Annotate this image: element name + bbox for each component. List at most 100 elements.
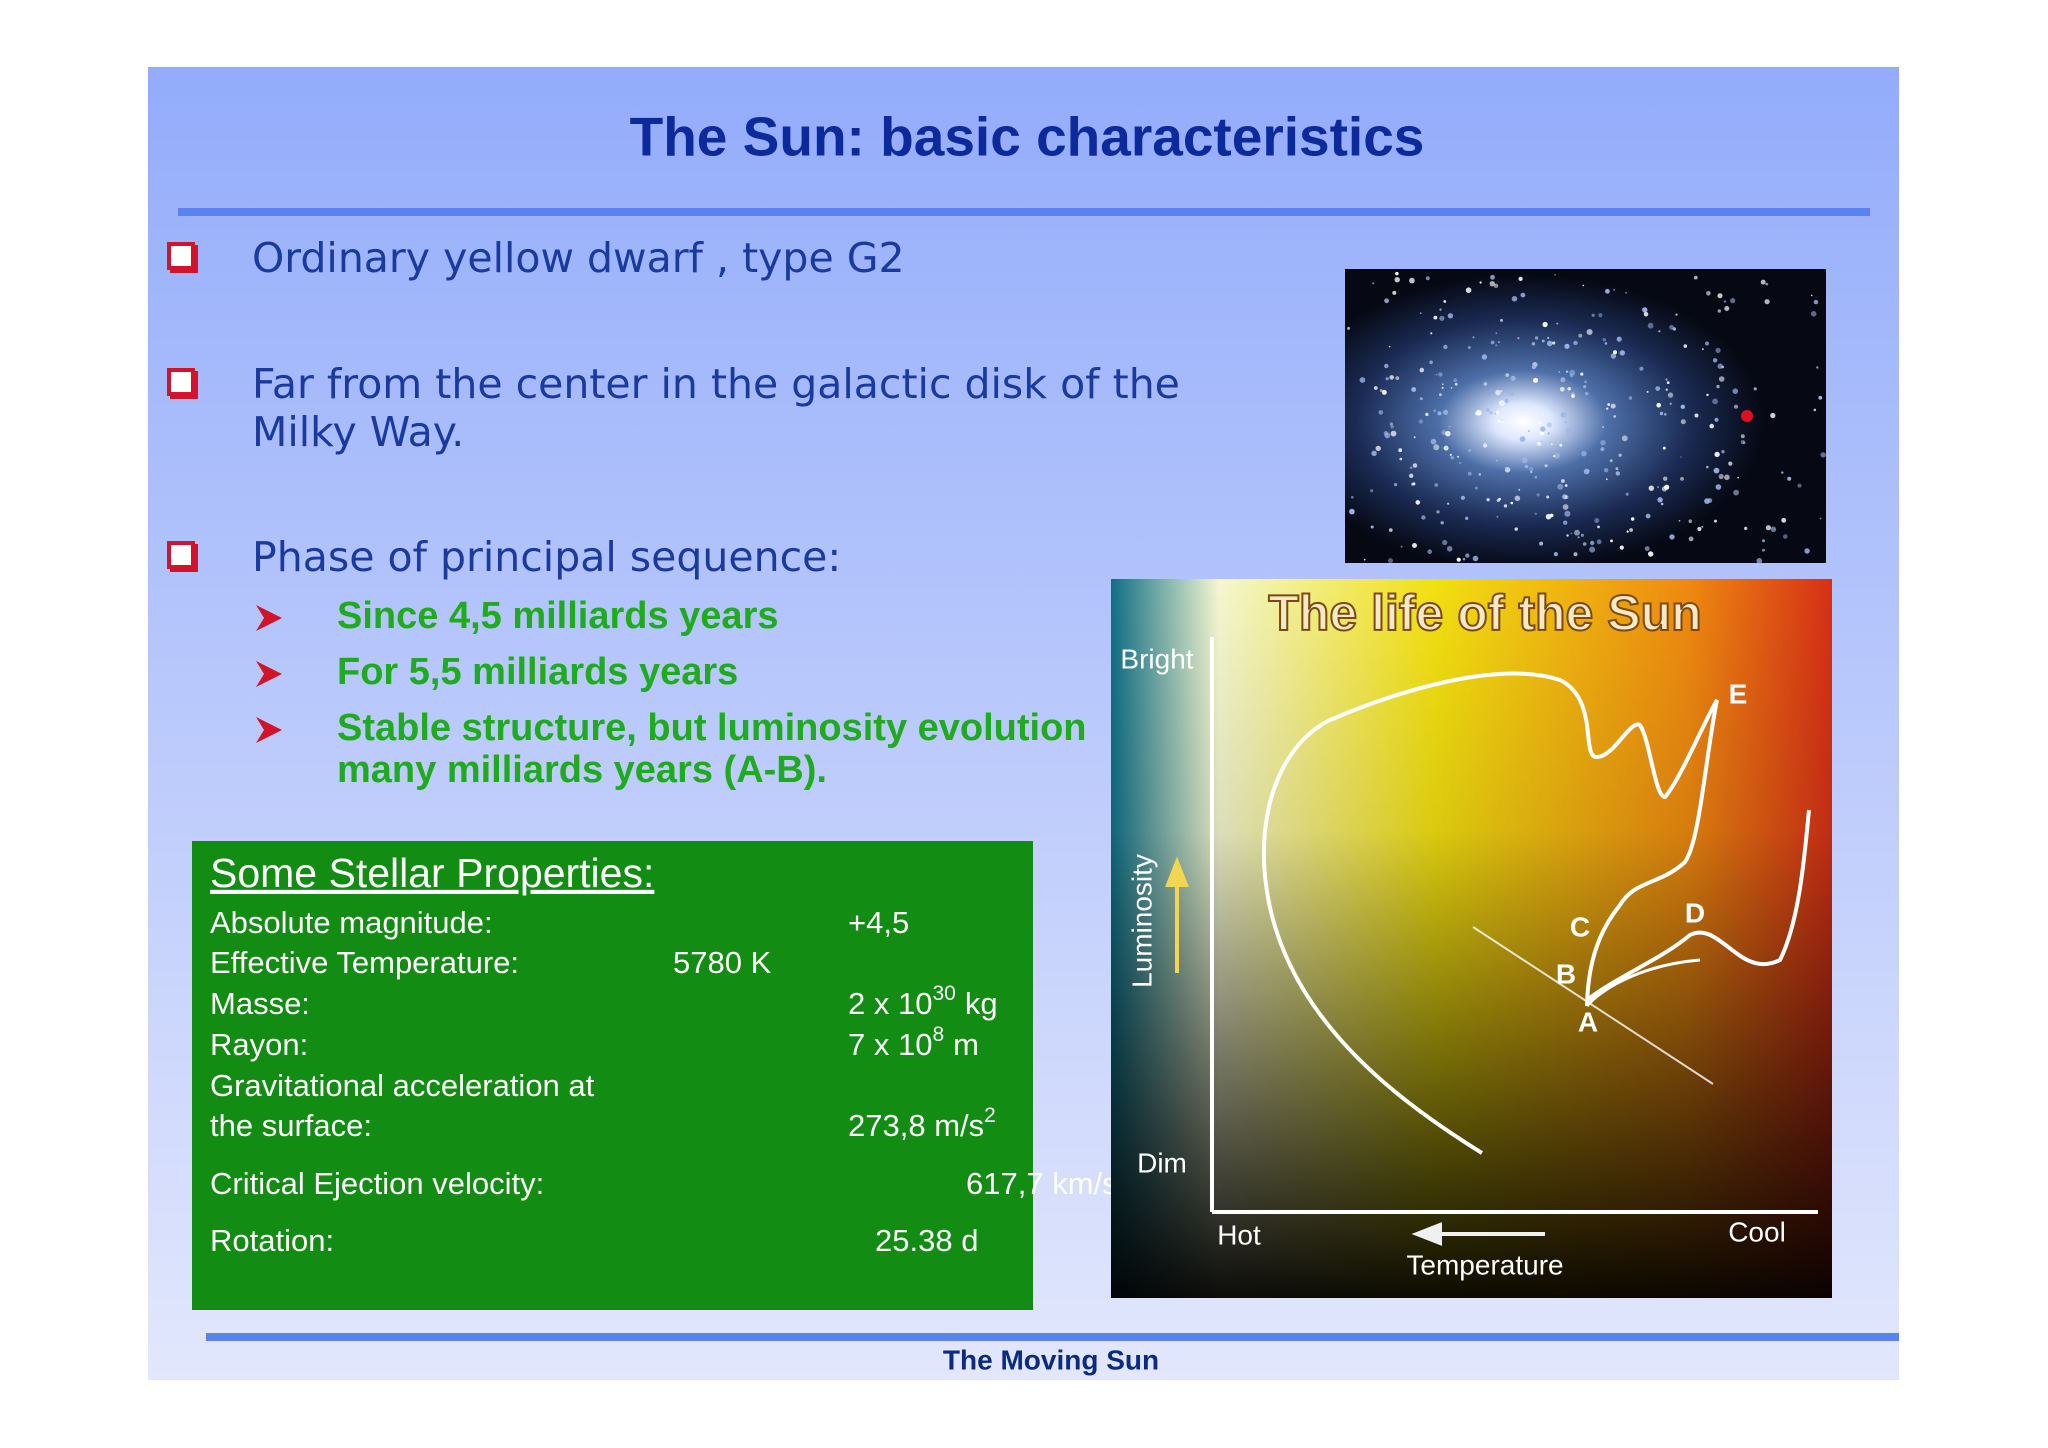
star bbox=[1501, 420, 1504, 423]
star bbox=[1648, 551, 1654, 557]
star bbox=[1657, 497, 1663, 503]
star bbox=[1439, 308, 1442, 311]
star bbox=[1497, 341, 1500, 344]
star bbox=[1384, 298, 1389, 304]
star bbox=[1615, 467, 1619, 471]
star bbox=[1529, 467, 1534, 472]
star bbox=[1810, 294, 1813, 297]
star bbox=[1819, 517, 1822, 520]
star bbox=[1425, 412, 1429, 417]
property-value: +4,5 bbox=[848, 905, 909, 940]
star bbox=[1472, 555, 1479, 562]
star bbox=[1628, 396, 1633, 400]
star bbox=[1706, 393, 1709, 397]
sub-bullet-text: Since 4,5 milliards years bbox=[337, 595, 779, 637]
star bbox=[1510, 375, 1516, 381]
star bbox=[1589, 546, 1596, 553]
star bbox=[1724, 474, 1730, 481]
star bbox=[1666, 381, 1670, 384]
star bbox=[1658, 330, 1661, 333]
star bbox=[1495, 344, 1498, 347]
star bbox=[1732, 388, 1739, 395]
star bbox=[1439, 315, 1445, 321]
property-label: the surface: bbox=[210, 1108, 372, 1143]
value-unit: kg bbox=[965, 986, 998, 1021]
star bbox=[1562, 504, 1569, 510]
star bbox=[1486, 498, 1490, 502]
star bbox=[1520, 292, 1526, 298]
star bbox=[1683, 344, 1688, 348]
star bbox=[1558, 371, 1560, 373]
star bbox=[1379, 389, 1383, 392]
star bbox=[1569, 373, 1574, 378]
star bbox=[1501, 419, 1503, 421]
star bbox=[1605, 478, 1608, 481]
star bbox=[1395, 376, 1400, 380]
star bbox=[1618, 453, 1622, 457]
star bbox=[1456, 557, 1461, 562]
star bbox=[1740, 434, 1745, 439]
star bbox=[1580, 372, 1584, 376]
star bbox=[1598, 313, 1603, 318]
star bbox=[1591, 313, 1595, 317]
star bbox=[1430, 438, 1437, 445]
star bbox=[1373, 386, 1378, 390]
star bbox=[1514, 495, 1521, 502]
star bbox=[1375, 445, 1381, 452]
value-unit: m bbox=[953, 1027, 979, 1062]
star bbox=[1467, 471, 1472, 476]
star bbox=[1559, 443, 1563, 447]
hr-diagram: The life of the Sun Bright Dim Luminosit… bbox=[1111, 579, 1832, 1298]
star bbox=[1514, 527, 1518, 531]
star bbox=[1566, 534, 1569, 537]
star bbox=[1646, 390, 1649, 393]
diagram-title: The life of the Sun bbox=[1268, 585, 1701, 641]
star bbox=[1434, 483, 1439, 487]
star bbox=[1816, 366, 1819, 369]
star bbox=[1419, 397, 1423, 401]
star bbox=[1394, 483, 1398, 487]
star bbox=[1478, 473, 1482, 476]
bullet-text: Milky Way. bbox=[252, 408, 464, 456]
sub-bullet-text: Stable structure, but luminosity evoluti… bbox=[337, 707, 1087, 749]
properties-heading: Some Stellar Properties: bbox=[210, 850, 654, 896]
galaxy-image bbox=[1345, 269, 1826, 564]
star bbox=[1680, 456, 1682, 458]
star bbox=[1412, 463, 1418, 468]
star bbox=[1425, 276, 1430, 281]
star bbox=[1400, 545, 1403, 548]
star bbox=[1445, 430, 1451, 437]
star bbox=[1415, 500, 1421, 505]
star bbox=[1436, 510, 1440, 514]
properties-box bbox=[192, 841, 1033, 1310]
star bbox=[1716, 384, 1720, 389]
star bbox=[1442, 383, 1444, 386]
star bbox=[1566, 427, 1572, 434]
star bbox=[1631, 517, 1635, 521]
star bbox=[1661, 486, 1667, 492]
star bbox=[1561, 479, 1565, 483]
star bbox=[1462, 557, 1466, 561]
star bbox=[1504, 466, 1508, 469]
star bbox=[1642, 307, 1648, 313]
star bbox=[1607, 403, 1611, 406]
star bbox=[1619, 350, 1626, 356]
star bbox=[1540, 448, 1543, 451]
sub-bullet-icons bbox=[256, 605, 282, 743]
star bbox=[1707, 498, 1713, 503]
star bbox=[1427, 549, 1432, 554]
property-label: Gravitational acceleration at bbox=[210, 1068, 595, 1103]
star bbox=[1433, 315, 1438, 320]
star bbox=[1605, 288, 1610, 294]
star bbox=[1644, 546, 1650, 551]
star bbox=[1371, 450, 1377, 456]
star bbox=[1545, 513, 1552, 520]
star bbox=[1411, 387, 1417, 392]
star bbox=[1392, 290, 1397, 295]
star bbox=[1585, 391, 1589, 396]
star bbox=[1510, 501, 1514, 505]
star bbox=[1562, 494, 1568, 500]
star bbox=[1474, 486, 1478, 490]
star bbox=[1626, 530, 1629, 533]
star bbox=[1564, 420, 1568, 424]
